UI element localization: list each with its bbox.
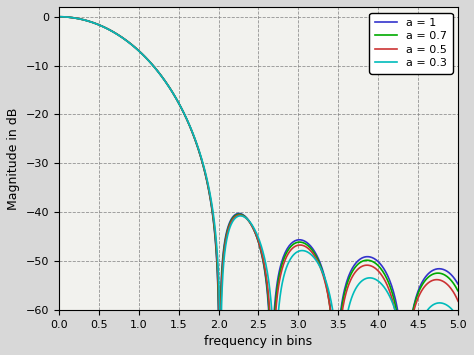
Line: a = 0.5: a = 0.5 xyxy=(59,17,458,355)
a = 0.7 xyxy=(246,219,252,224)
a = 1 xyxy=(455,282,461,286)
a = 0.3 xyxy=(456,316,461,320)
a = 0.7 xyxy=(455,289,461,293)
a = 0.5 xyxy=(243,215,248,220)
a = 0.3 xyxy=(342,326,348,330)
a = 1 xyxy=(400,350,405,355)
a = 0.5 xyxy=(61,15,67,19)
Line: a = 0.3: a = 0.3 xyxy=(59,17,458,355)
a = 0.3 xyxy=(424,309,429,313)
a = 0.5 xyxy=(150,63,155,67)
a = 0.5 xyxy=(455,299,461,304)
a = 0.7 xyxy=(100,24,105,28)
X-axis label: frequency in bins: frequency in bins xyxy=(204,335,312,348)
a = 0.3 xyxy=(56,15,62,19)
a = 1 xyxy=(221,247,227,251)
Line: a = 1: a = 1 xyxy=(59,17,458,355)
Legend: a = 1, a = 0.7, a = 0.5, a = 0.3: a = 1, a = 0.7, a = 0.5, a = 0.3 xyxy=(369,12,453,73)
Line: a = 0.7: a = 0.7 xyxy=(59,17,458,355)
a = 1 xyxy=(65,15,71,19)
a = 0.7 xyxy=(99,24,104,28)
a = 0.3 xyxy=(144,56,150,61)
a = 1 xyxy=(212,233,218,237)
a = 0.7 xyxy=(295,240,301,245)
a = 0.5 xyxy=(307,248,313,252)
a = 0.7 xyxy=(444,274,449,278)
a = 1 xyxy=(399,337,404,342)
a = 0.5 xyxy=(395,324,401,328)
a = 0.3 xyxy=(418,322,423,326)
a = 0.3 xyxy=(154,68,160,72)
a = 0.5 xyxy=(56,15,62,19)
a = 0.7 xyxy=(297,240,302,244)
a = 1 xyxy=(56,15,62,19)
a = 0.3 xyxy=(264,266,270,271)
a = 1 xyxy=(130,43,136,48)
a = 0.7 xyxy=(56,15,62,19)
Y-axis label: Magnitude in dB: Magnitude in dB xyxy=(7,107,20,209)
a = 0.5 xyxy=(361,263,366,268)
